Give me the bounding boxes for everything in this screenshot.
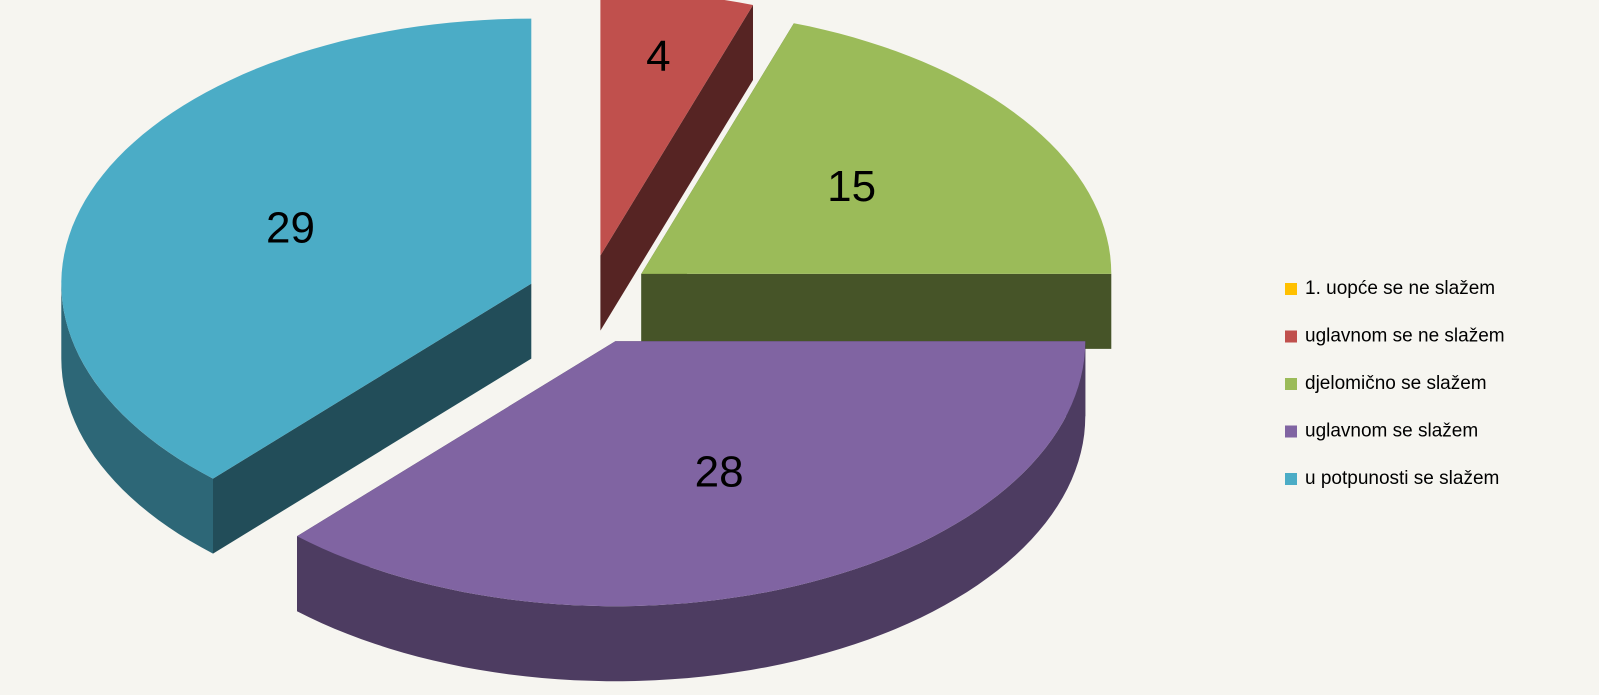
slice xyxy=(297,341,1086,682)
slice-side xyxy=(61,283,213,554)
legend-swatch xyxy=(1285,473,1297,485)
slice-top xyxy=(641,23,1112,274)
slice-wall xyxy=(600,5,753,331)
legend-swatch xyxy=(1285,330,1297,343)
legend-label: u potpunosti se slažem xyxy=(1305,468,1499,489)
slice xyxy=(641,23,1112,349)
slice-wall xyxy=(641,273,1112,349)
legend-swatch xyxy=(1285,425,1297,438)
legend-label: uglavnom se ne slažem xyxy=(1305,326,1505,347)
legend-swatch xyxy=(1285,378,1297,390)
slice xyxy=(600,0,753,331)
legend-label: djelomično se slažem xyxy=(1305,373,1487,394)
data-label: 29 xyxy=(266,203,315,252)
slice-wall xyxy=(213,283,532,554)
legend-label: uglavnom se slažem xyxy=(1305,421,1478,442)
slice-side xyxy=(297,341,1086,682)
slice-top xyxy=(600,0,753,256)
data-label: 4 xyxy=(646,32,670,81)
data-label: 28 xyxy=(695,447,744,496)
slice xyxy=(61,18,532,554)
slice-top xyxy=(61,18,532,479)
legend-label: 1. uopće se ne slažem xyxy=(1305,278,1495,299)
legend-swatch xyxy=(1285,283,1297,295)
data-label: 15 xyxy=(827,162,876,211)
slice-top xyxy=(297,341,1086,607)
